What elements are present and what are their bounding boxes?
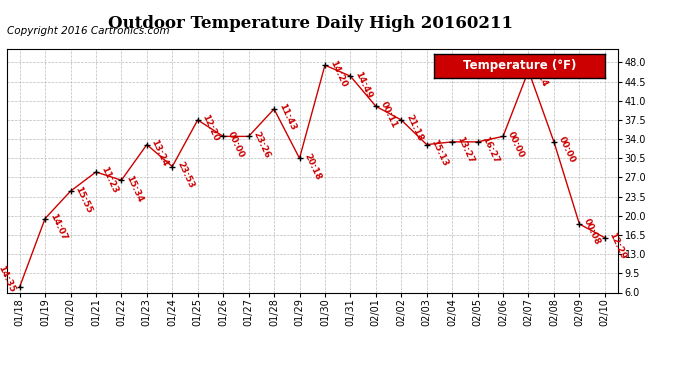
Text: 11:23: 11:23: [99, 165, 119, 195]
Text: 13:27: 13:27: [455, 135, 475, 165]
Text: 23:26: 23:26: [251, 130, 272, 159]
Text: 15:34: 15:34: [124, 174, 144, 204]
Text: 15:13: 15:13: [429, 138, 450, 168]
Text: 14:20: 14:20: [328, 58, 348, 88]
Text: 23:53: 23:53: [175, 160, 195, 190]
Text: 14:49: 14:49: [353, 69, 373, 100]
Text: 12:29: 12:29: [608, 231, 628, 261]
Text: 11:43: 11:43: [277, 102, 297, 132]
Text: 00:00: 00:00: [226, 130, 246, 159]
Text: 21:18: 21:18: [404, 113, 424, 143]
Text: 00:08: 00:08: [582, 217, 602, 247]
Text: 00:00: 00:00: [506, 130, 526, 159]
Text: 00:00: 00:00: [557, 135, 577, 165]
Text: 20:18: 20:18: [302, 152, 322, 182]
Text: 14:35: 14:35: [0, 264, 17, 294]
Text: 15:55: 15:55: [73, 184, 94, 214]
Text: 12:20: 12:20: [201, 113, 221, 143]
Text: 1:14: 1:14: [531, 64, 549, 88]
Text: Outdoor Temperature Daily High 20160211: Outdoor Temperature Daily High 20160211: [108, 15, 513, 32]
Text: 00:11: 00:11: [379, 100, 399, 129]
Text: 14:07: 14:07: [48, 212, 68, 242]
Text: Copyright 2016 Cartronics.com: Copyright 2016 Cartronics.com: [7, 26, 170, 36]
Text: 16:27: 16:27: [480, 135, 501, 165]
Text: 13:24: 13:24: [150, 138, 170, 168]
